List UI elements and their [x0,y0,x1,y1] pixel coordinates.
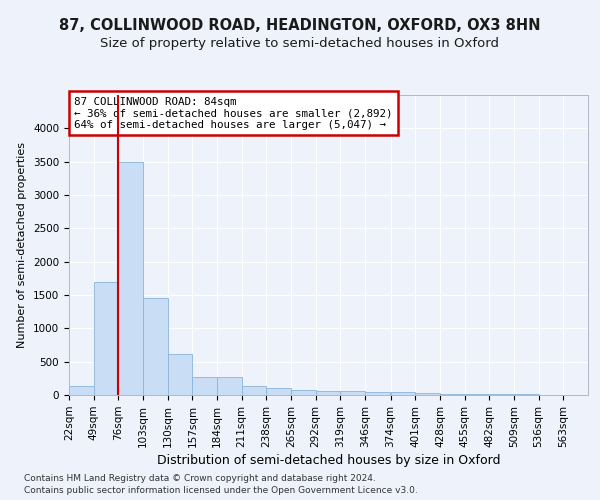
Bar [242,386,266,395]
Bar [464,394,490,395]
Bar [118,162,143,395]
Bar [217,378,242,395]
Bar [490,394,514,395]
Text: Contains public sector information licensed under the Open Government Licence v3: Contains public sector information licen… [24,486,418,495]
Bar [69,386,94,395]
X-axis label: Distribution of semi-detached houses by size in Oxford: Distribution of semi-detached houses by … [157,454,500,467]
Bar [391,392,415,395]
Text: Contains HM Land Registry data © Crown copyright and database right 2024.: Contains HM Land Registry data © Crown c… [24,474,376,483]
Bar [316,390,340,395]
Bar [193,378,217,395]
Bar [440,394,464,395]
Text: Size of property relative to semi-detached houses in Oxford: Size of property relative to semi-detach… [101,38,499,51]
Bar [167,354,193,395]
Bar [291,390,316,395]
Bar [415,393,440,395]
Text: 87, COLLINWOOD ROAD, HEADINGTON, OXFORD, OX3 8HN: 87, COLLINWOOD ROAD, HEADINGTON, OXFORD,… [59,18,541,32]
Bar [94,282,118,395]
Bar [365,392,390,395]
Bar [340,391,365,395]
Text: 87 COLLINWOOD ROAD: 84sqm
← 36% of semi-detached houses are smaller (2,892)
64% : 87 COLLINWOOD ROAD: 84sqm ← 36% of semi-… [74,96,392,130]
Bar [143,298,167,395]
Bar [514,394,539,395]
Y-axis label: Number of semi-detached properties: Number of semi-detached properties [17,142,28,348]
Bar [266,388,291,395]
